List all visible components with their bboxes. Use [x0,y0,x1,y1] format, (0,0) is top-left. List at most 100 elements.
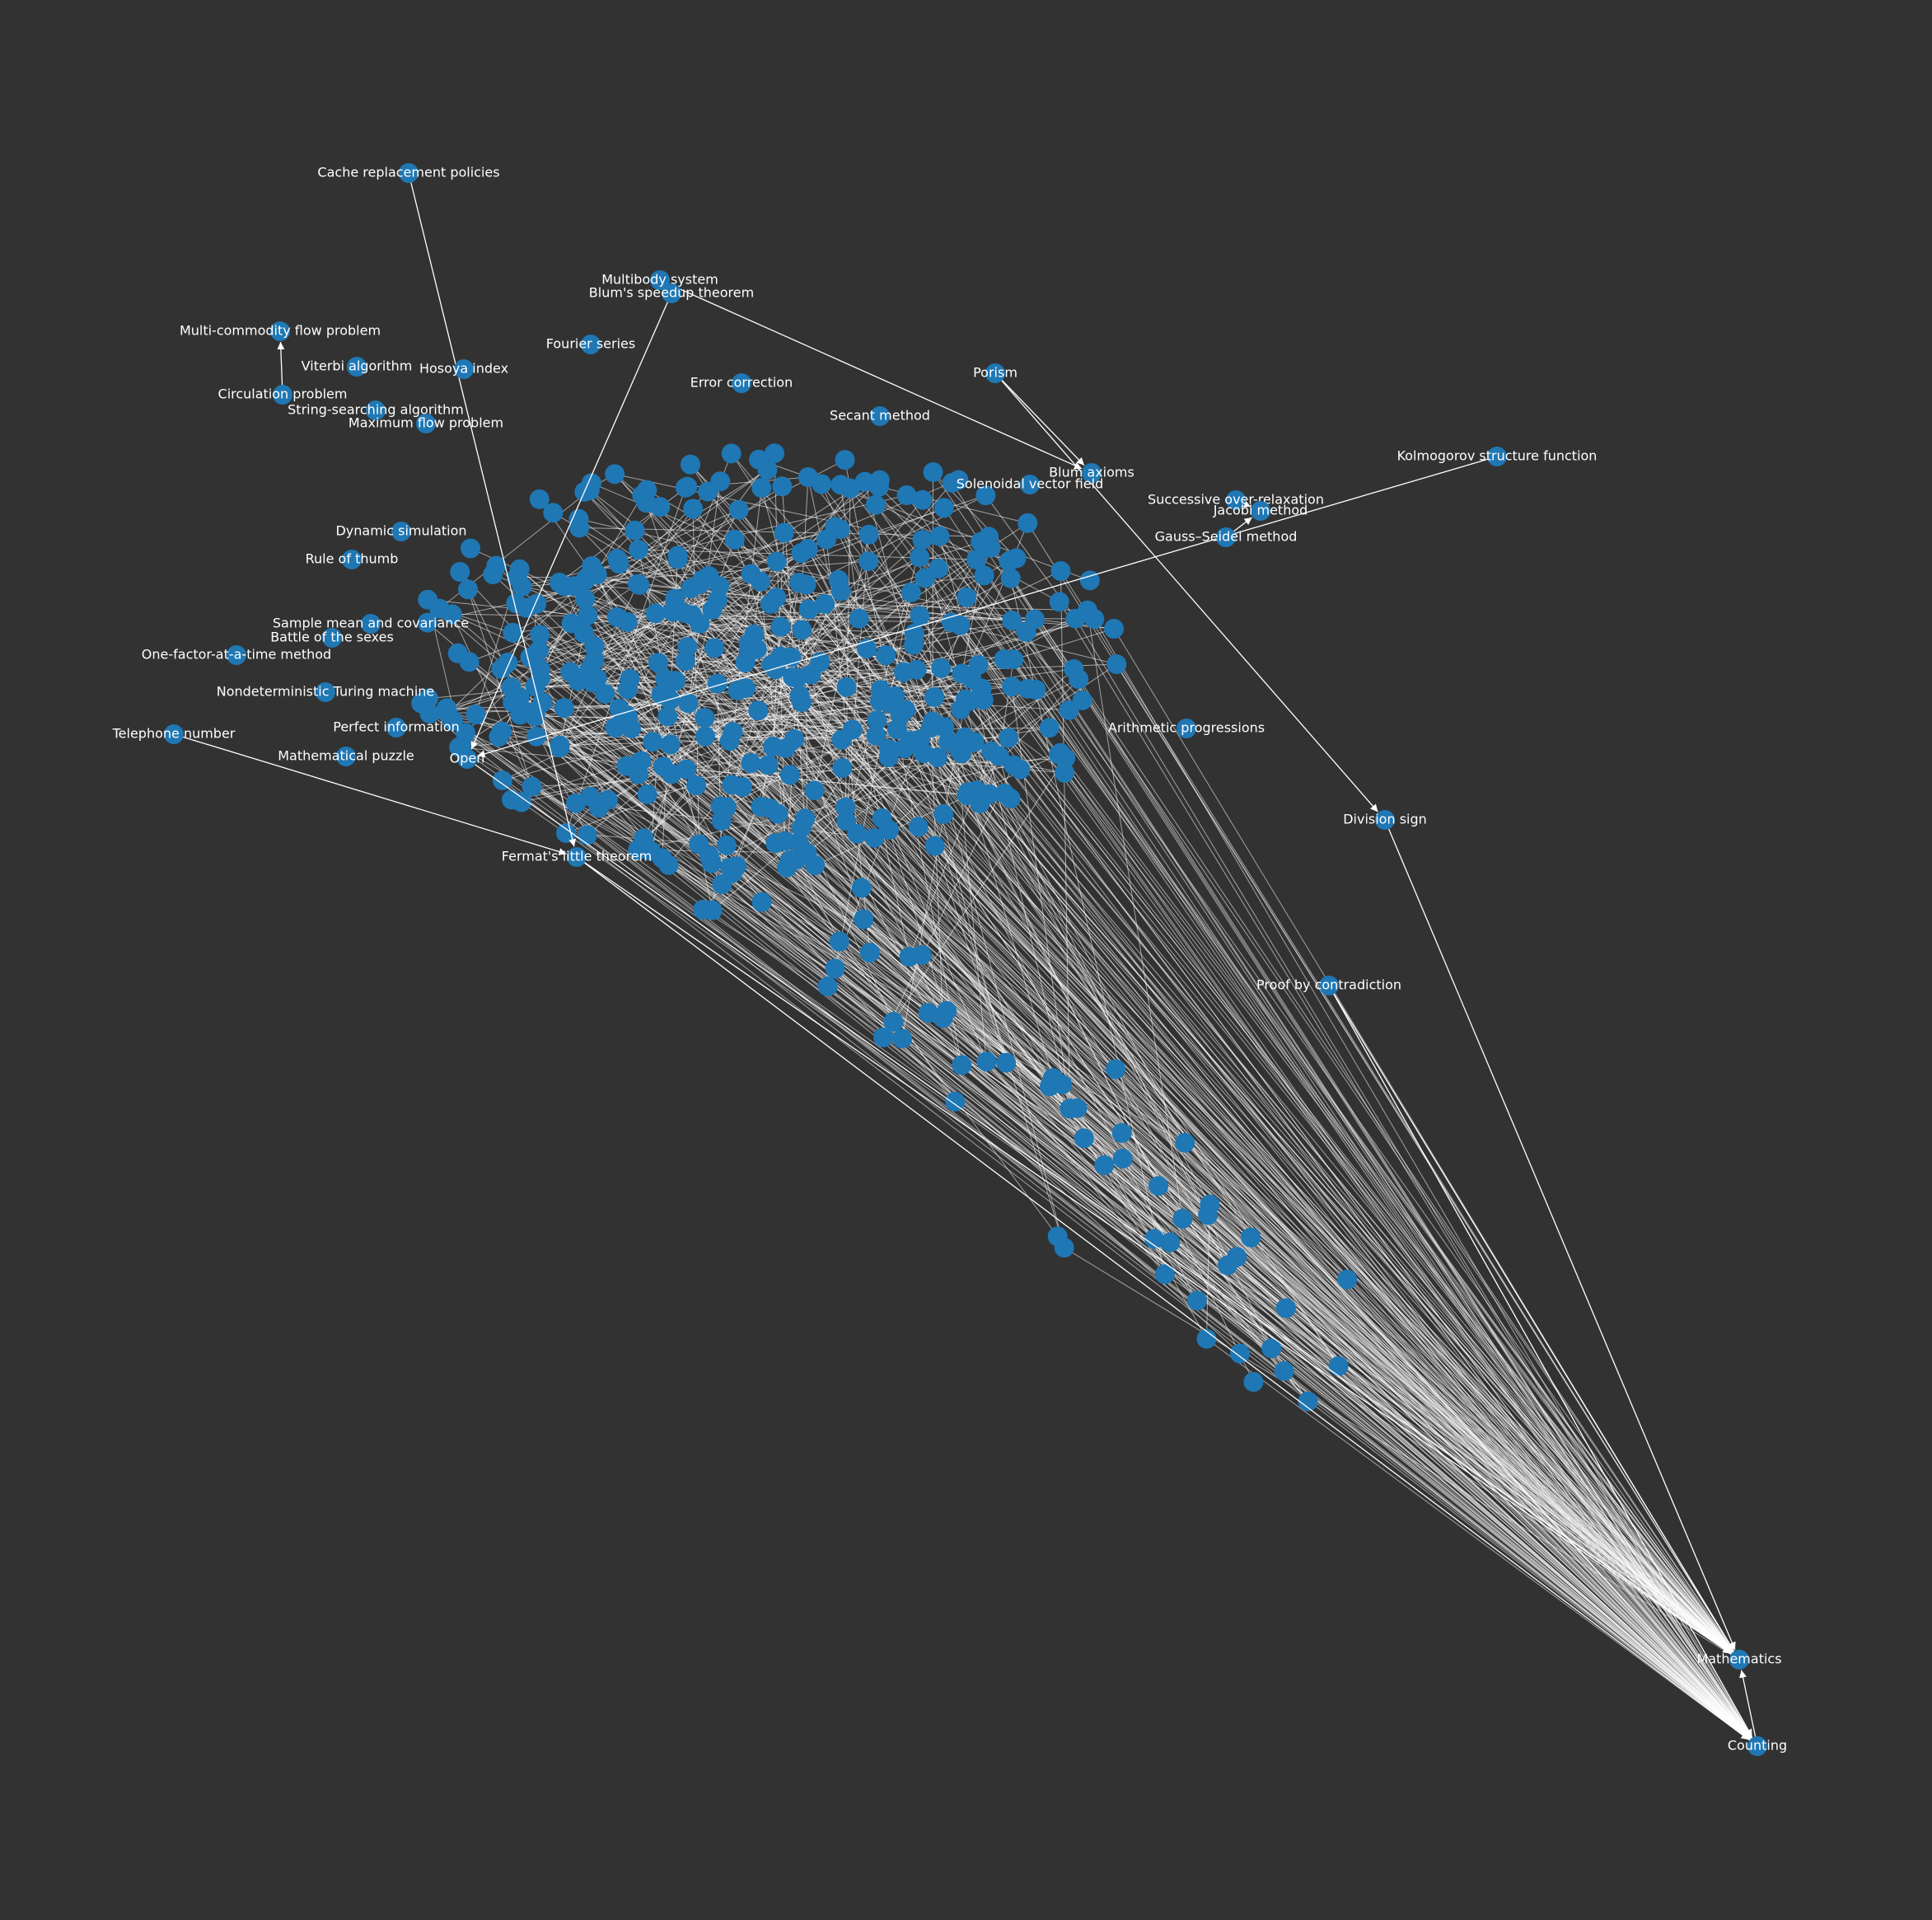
node-dynsim[interactable]: Dynamic simulation [335,522,467,541]
cluster-edge [584,469,768,600]
node-secant[interactable]: Secant method [830,406,930,426]
cluster-node [465,705,486,725]
cluster-edge [719,585,962,674]
node-contradiction[interactable]: Proof by contradiction [1256,976,1401,995]
node-circle[interactable] [391,522,411,541]
cluster-node [498,652,518,672]
node-circle[interactable] [870,406,890,426]
edge-contradiction-to-counting [1328,985,1753,1737]
node-circle[interactable] [1747,1736,1767,1756]
node-circle[interactable] [164,724,184,744]
node-solenoidal[interactable]: Solenoidal vector field [957,475,1103,494]
node-circle[interactable] [273,385,292,405]
node-circle[interactable] [336,747,356,766]
node-circle[interactable] [985,363,1005,383]
node-circle[interactable] [416,414,436,433]
node-arith[interactable]: Arithmetic progressions [1108,719,1265,738]
cluster-node [835,450,855,471]
cluster-node [1067,1098,1088,1118]
node-circle[interactable] [361,614,381,634]
node-circle[interactable] [342,550,362,569]
node-errorcorr[interactable]: Error correction [690,373,793,393]
node-maxflow[interactable]: Maximum flow problem [349,414,503,433]
cluster-edge [427,622,1758,1747]
node-circle[interactable] [1020,475,1040,494]
node-circle[interactable] [650,270,670,290]
node-circle[interactable] [1177,719,1196,738]
node-circle[interactable] [1226,490,1246,510]
node-circulation[interactable]: Circulation problem [218,385,348,405]
node-fourier[interactable]: Fourier series [546,335,635,354]
node-cache[interactable]: Cache replacement policies [317,163,500,183]
node-label: Mathematics [1696,1651,1781,1667]
cluster-edge [956,746,1740,1660]
cluster-edge [919,738,1740,1660]
node-jacobi[interactable]: Jacobi method [1213,501,1308,521]
cluster-node [901,582,921,602]
node-gaussseidel[interactable]: Gauss–Seidel method [1155,527,1298,547]
cluster-node [556,822,577,843]
cluster-edge [578,518,1013,621]
node-mcflow[interactable]: Multi-commodity flow problem [180,321,381,341]
node-samplemean[interactable]: Sample mean and covariance [273,614,469,634]
node-circle[interactable] [270,321,290,341]
cluster-node [765,443,785,464]
node-open[interactable]: Open [450,749,485,769]
node-circle[interactable] [732,373,751,393]
node-stringsearch[interactable]: String-searching algorithm [288,400,464,420]
node-counting[interactable]: Counting [1728,1736,1787,1756]
cluster-node [530,625,550,645]
node-kolmogorov[interactable]: Kolmogorov structure function [1397,447,1598,466]
node-circle[interactable] [347,357,367,377]
node-puzzle[interactable]: Mathematical puzzle [278,747,414,766]
node-viterbi[interactable]: Viterbi algorithm [302,357,413,377]
node-circle[interactable] [1729,1650,1749,1669]
cluster-node [796,574,816,595]
edge-telephone-to-fermat [173,733,567,855]
cluster-edge [849,488,1740,1660]
node-circle[interactable] [386,718,406,738]
node-circle[interactable] [1216,527,1236,547]
node-rule[interactable]: Rule of thumb [306,550,399,569]
node-circle[interactable] [1082,463,1102,483]
node-circle[interactable] [1251,501,1270,521]
node-circle[interactable] [1487,447,1507,466]
cluster-node [483,564,503,585]
node-circle[interactable] [1375,810,1395,830]
node-multibody[interactable]: Multibody system [601,270,718,290]
cluster-node [510,705,531,725]
node-blumaxioms[interactable]: Blum axioms [1049,463,1134,483]
node-ofat[interactable]: One-factor-at-a-time method [142,645,331,665]
node-circle[interactable] [1319,976,1339,995]
node-circle[interactable] [662,283,681,303]
node-label: Multibody system [601,272,718,288]
node-circle[interactable] [567,847,587,867]
node-battle[interactable]: Battle of the sexes [270,628,394,648]
node-fermat[interactable]: Fermat's little theorem [502,847,652,867]
node-circle[interactable] [316,682,335,702]
node-label: Multi-commodity flow problem [180,323,381,339]
node-circle[interactable] [581,335,601,354]
node-division[interactable]: Division sign [1343,810,1427,830]
cluster-node [681,454,701,475]
cluster-edge [791,657,1758,1747]
cluster-node [744,624,765,644]
node-mathematics[interactable]: Mathematics [1696,1650,1782,1669]
node-porism[interactable]: Porism [973,363,1017,383]
cluster-edge [780,656,1758,1747]
node-telephone[interactable]: Telephone number [112,724,236,744]
node-nondet[interactable]: Nondeterministic Turing machine [217,682,435,702]
node-sor[interactable]: Successive over-relaxation [1148,490,1324,510]
cluster-node [971,532,991,552]
node-circle[interactable] [322,628,342,648]
node-hosoya[interactable]: Hosoya index [419,359,508,379]
cluster-node [507,567,527,588]
cluster-node [1055,762,1075,783]
node-blum[interactable]: Blum's speedup theorem [589,283,754,303]
node-circle[interactable] [227,645,246,665]
node-perfinfo[interactable]: Perfect information [333,718,460,738]
node-circle[interactable] [366,400,386,420]
node-circle[interactable] [457,749,477,769]
node-circle[interactable] [454,359,474,379]
node-circle[interactable] [399,163,419,183]
